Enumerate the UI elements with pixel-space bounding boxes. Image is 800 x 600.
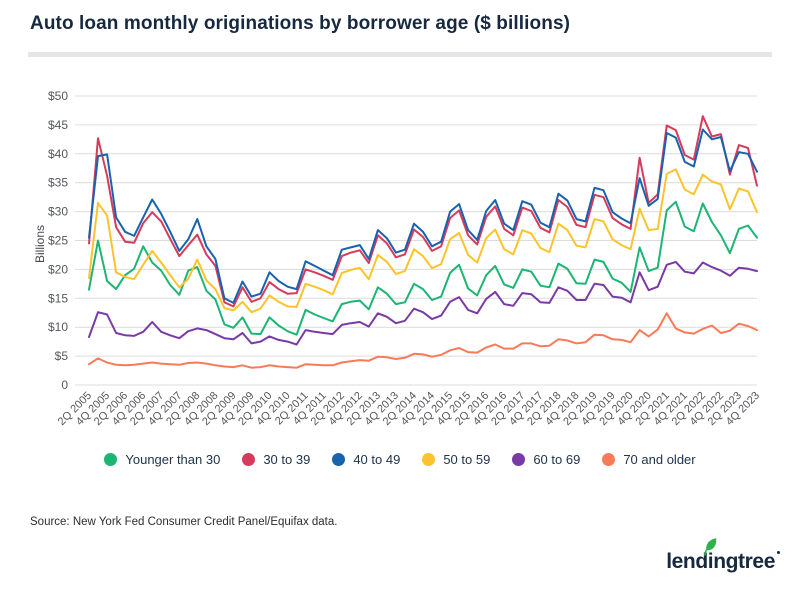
y-tick-label: $30 bbox=[48, 205, 68, 219]
legend-item: 30 to 39 bbox=[242, 452, 310, 467]
y-tick-label: $10 bbox=[48, 320, 68, 334]
source-text: Source: New York Fed Consumer Credit Pan… bbox=[30, 516, 338, 528]
age-line-chart: $50$45$40$35$30$25$20$15$10$50Billions2Q… bbox=[33, 89, 762, 428]
y-tick-label: $20 bbox=[48, 262, 68, 276]
y-tick-label: $40 bbox=[48, 147, 68, 161]
legend-swatch-icon bbox=[104, 453, 118, 466]
y-tick-label: $45 bbox=[48, 118, 68, 132]
series-line-younger-than-30 bbox=[88, 200, 758, 336]
leaf-icon bbox=[703, 537, 718, 561]
series-line-60-to-69 bbox=[88, 260, 758, 346]
legend-swatch-icon bbox=[422, 453, 436, 466]
title-divider bbox=[28, 52, 772, 57]
legend-label: 60 to 69 bbox=[533, 452, 581, 467]
trademark-dot bbox=[777, 551, 780, 554]
y-tick-label: $50 bbox=[48, 89, 68, 103]
legend-item: 50 to 59 bbox=[422, 452, 490, 467]
legend-label: 30 to 39 bbox=[263, 452, 311, 467]
legend-label: 70 and older bbox=[623, 452, 696, 467]
legend-item: 40 to 49 bbox=[332, 452, 400, 467]
logo-wordmark: lendingtree bbox=[666, 550, 775, 573]
y-tick-label: $5 bbox=[55, 349, 69, 363]
y-tick-label: 0 bbox=[61, 378, 68, 392]
chart-legend: Younger than 30 30 to 39 40 to 49 50 to 59 6… bbox=[0, 452, 800, 467]
lendingtree-logo: lendingtree bbox=[666, 538, 780, 574]
y-axis-title: Billions bbox=[33, 225, 47, 263]
legend-item: 60 to 69 bbox=[512, 452, 580, 467]
legend-swatch-icon bbox=[242, 453, 256, 466]
y-tick-label: $35 bbox=[48, 176, 68, 190]
series-line-30-to-39 bbox=[88, 115, 758, 308]
legend-swatch-icon bbox=[602, 453, 616, 466]
y-tick-label: $15 bbox=[48, 291, 68, 305]
legend-label: 40 to 49 bbox=[353, 452, 401, 467]
series-line-50-to-59 bbox=[88, 168, 758, 314]
series-line-70-and-older bbox=[88, 312, 758, 369]
legend-label: 50 to 59 bbox=[443, 452, 491, 467]
series-line-40-to-49 bbox=[88, 128, 758, 304]
legend-item: Younger than 30 bbox=[104, 452, 220, 467]
y-tick-label: $25 bbox=[48, 234, 68, 248]
legend-swatch-icon bbox=[332, 453, 346, 466]
legend-label: Younger than 30 bbox=[125, 452, 221, 467]
legend-item: 70 and older bbox=[602, 452, 696, 467]
legend-swatch-icon bbox=[512, 453, 526, 466]
chart-title: Auto loan monthly originations by borrow… bbox=[30, 13, 571, 34]
